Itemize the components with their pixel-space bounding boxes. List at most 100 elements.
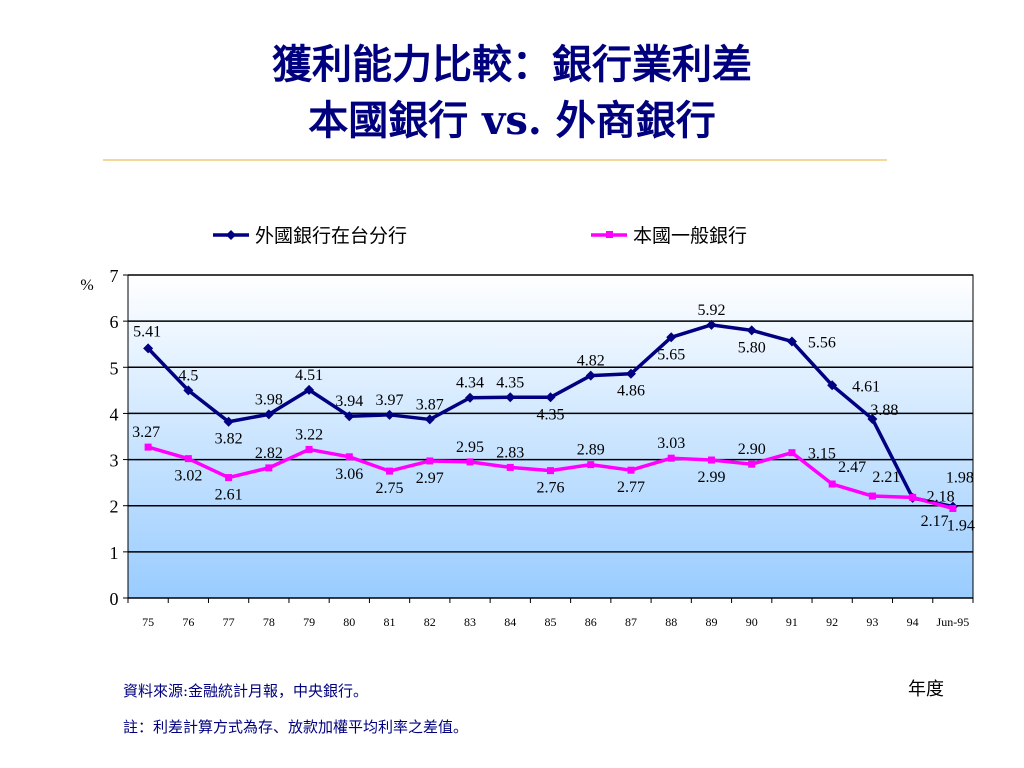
- y-tick-label: 2: [110, 497, 119, 517]
- data-point: [706, 319, 717, 330]
- data-point: [344, 411, 355, 422]
- data-point: [384, 409, 395, 420]
- data-point: [748, 460, 756, 468]
- data-point: [867, 413, 878, 424]
- x-tick-label: 81: [384, 615, 396, 629]
- data-point: [465, 392, 476, 403]
- data-label: 4.86: [617, 383, 645, 400]
- x-tick-label: 80: [343, 615, 355, 629]
- data-point: [627, 466, 635, 474]
- data-label: 3.03: [657, 435, 685, 452]
- data-label: 5.92: [697, 302, 725, 319]
- y-tick-label: 4: [110, 404, 119, 424]
- title-divider: [103, 159, 887, 161]
- data-label: 2.99: [697, 469, 725, 486]
- data-label: 3.02: [174, 468, 202, 485]
- legend-marker: [606, 231, 613, 238]
- legend-marker: [226, 230, 236, 240]
- data-point: [587, 461, 595, 469]
- y-tick-label: 0: [110, 589, 119, 609]
- x-tick-label: Jun-95: [937, 615, 970, 629]
- x-tick-label: 85: [545, 615, 557, 629]
- data-point: [707, 456, 715, 464]
- data-point: [225, 474, 233, 482]
- data-point: [304, 384, 315, 395]
- x-tick-label: 90: [746, 615, 758, 629]
- data-point: [827, 380, 838, 391]
- data-point: [424, 414, 435, 425]
- data-point: [868, 492, 876, 500]
- x-tick-label: 86: [585, 615, 597, 629]
- data-label: 2.61: [215, 487, 243, 504]
- data-label: 1.98: [946, 470, 974, 487]
- data-label: 3.15: [808, 446, 836, 463]
- data-point: [909, 493, 917, 501]
- legend-label: 本國一般銀行: [633, 225, 747, 247]
- data-label: 2.83: [496, 444, 524, 461]
- plot-border: [127, 274, 974, 599]
- data-point: [828, 480, 836, 488]
- x-tick-label: 91: [786, 615, 798, 629]
- data-point: [949, 504, 957, 512]
- x-tick-label: 88: [665, 615, 677, 629]
- data-point: [666, 332, 677, 343]
- x-tick-label: 94: [907, 615, 919, 629]
- data-label: 2.76: [537, 480, 565, 497]
- footnote: 註：利差計算方式為存、放款加權平均利率之差值。: [123, 718, 469, 736]
- plot-area: [128, 275, 973, 598]
- x-tick-label: 84: [504, 615, 516, 629]
- x-tick-label: 92: [826, 615, 838, 629]
- data-label: 3.88: [870, 402, 898, 419]
- x-tick-label: 82: [424, 615, 436, 629]
- x-tick-label: 89: [705, 615, 717, 629]
- data-label: 3.22: [295, 426, 323, 443]
- y-tick-label: 6: [110, 312, 119, 332]
- x-axis-label: 年度: [908, 679, 944, 700]
- data-label: 2.47: [838, 459, 866, 476]
- data-label: 5.41: [133, 323, 161, 340]
- data-point: [263, 409, 274, 420]
- data-label: 3.97: [376, 392, 404, 409]
- data-label: 2.17: [921, 513, 949, 530]
- data-point: [786, 336, 797, 347]
- data-point: [345, 453, 353, 461]
- data-point: [426, 457, 434, 465]
- data-point: [305, 445, 313, 453]
- data-label: 2.77: [617, 479, 645, 496]
- data-point: [585, 370, 596, 381]
- data-label: 4.61: [852, 378, 880, 395]
- data-label: 3.06: [335, 466, 363, 483]
- data-point: [386, 467, 394, 475]
- data-label: 2.89: [577, 442, 605, 459]
- x-tick-label: 87: [625, 615, 637, 629]
- y-tick-label: 1: [110, 543, 119, 563]
- data-point: [184, 455, 192, 463]
- data-label: 5.56: [808, 334, 836, 351]
- data-label: 4.35: [537, 406, 565, 423]
- x-tick-label: 77: [223, 615, 235, 629]
- legend-label: 外國銀行在台分行: [255, 225, 407, 247]
- data-label: 3.82: [215, 431, 243, 448]
- data-point: [223, 416, 234, 427]
- data-label: 2.90: [738, 441, 766, 458]
- x-tick-label: 76: [182, 615, 194, 629]
- data-label: 2.95: [456, 439, 484, 456]
- data-point: [144, 443, 152, 451]
- y-axis-label: %: [80, 277, 93, 294]
- data-point: [625, 368, 636, 379]
- data-label: 4.5: [178, 367, 198, 384]
- data-point: [788, 449, 796, 457]
- data-point: [746, 325, 757, 336]
- data-point: [506, 463, 514, 471]
- data-point: [547, 467, 554, 475]
- data-point: [505, 392, 516, 403]
- data-label: 4.51: [295, 367, 323, 384]
- y-tick-label: 7: [110, 266, 119, 286]
- data-label: 4.35: [496, 374, 524, 391]
- data-point: [265, 464, 273, 472]
- data-label: 4.34: [456, 375, 484, 392]
- data-point: [667, 454, 675, 462]
- data-point: [545, 392, 556, 403]
- data-label: 3.87: [416, 396, 444, 413]
- data-label: 1.94: [947, 517, 975, 534]
